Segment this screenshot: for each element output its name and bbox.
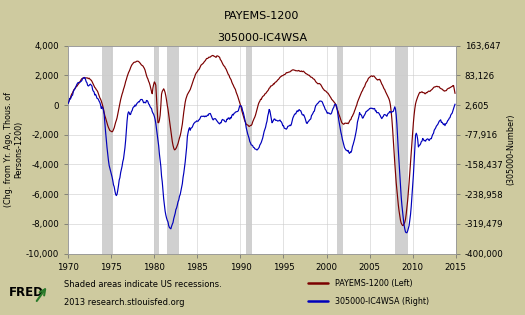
Text: PAYEMS-1200: PAYEMS-1200 — [224, 11, 300, 21]
Y-axis label: (Chg. from Yr. Ago, Thous. of
Persons-1200): (Chg. from Yr. Ago, Thous. of Persons-12… — [4, 92, 23, 207]
Text: Shaded areas indicate US recessions.: Shaded areas indicate US recessions. — [64, 280, 222, 289]
Bar — [102, 46, 113, 254]
Text: 2013 research.stlouisfed.org: 2013 research.stlouisfed.org — [64, 298, 185, 307]
Bar — [154, 46, 159, 254]
Text: FRED: FRED — [9, 286, 44, 299]
Text: 305000-IC4WSA: 305000-IC4WSA — [217, 33, 307, 43]
Bar — [337, 46, 343, 254]
Y-axis label: (305000-Number): (305000-Number) — [506, 114, 515, 185]
Bar — [167, 46, 180, 254]
Text: 305000-IC4WSA (Right): 305000-IC4WSA (Right) — [334, 297, 429, 306]
Text: PAYEMS-1200 (Left): PAYEMS-1200 (Left) — [334, 278, 412, 288]
Bar — [395, 46, 408, 254]
Bar — [246, 46, 251, 254]
